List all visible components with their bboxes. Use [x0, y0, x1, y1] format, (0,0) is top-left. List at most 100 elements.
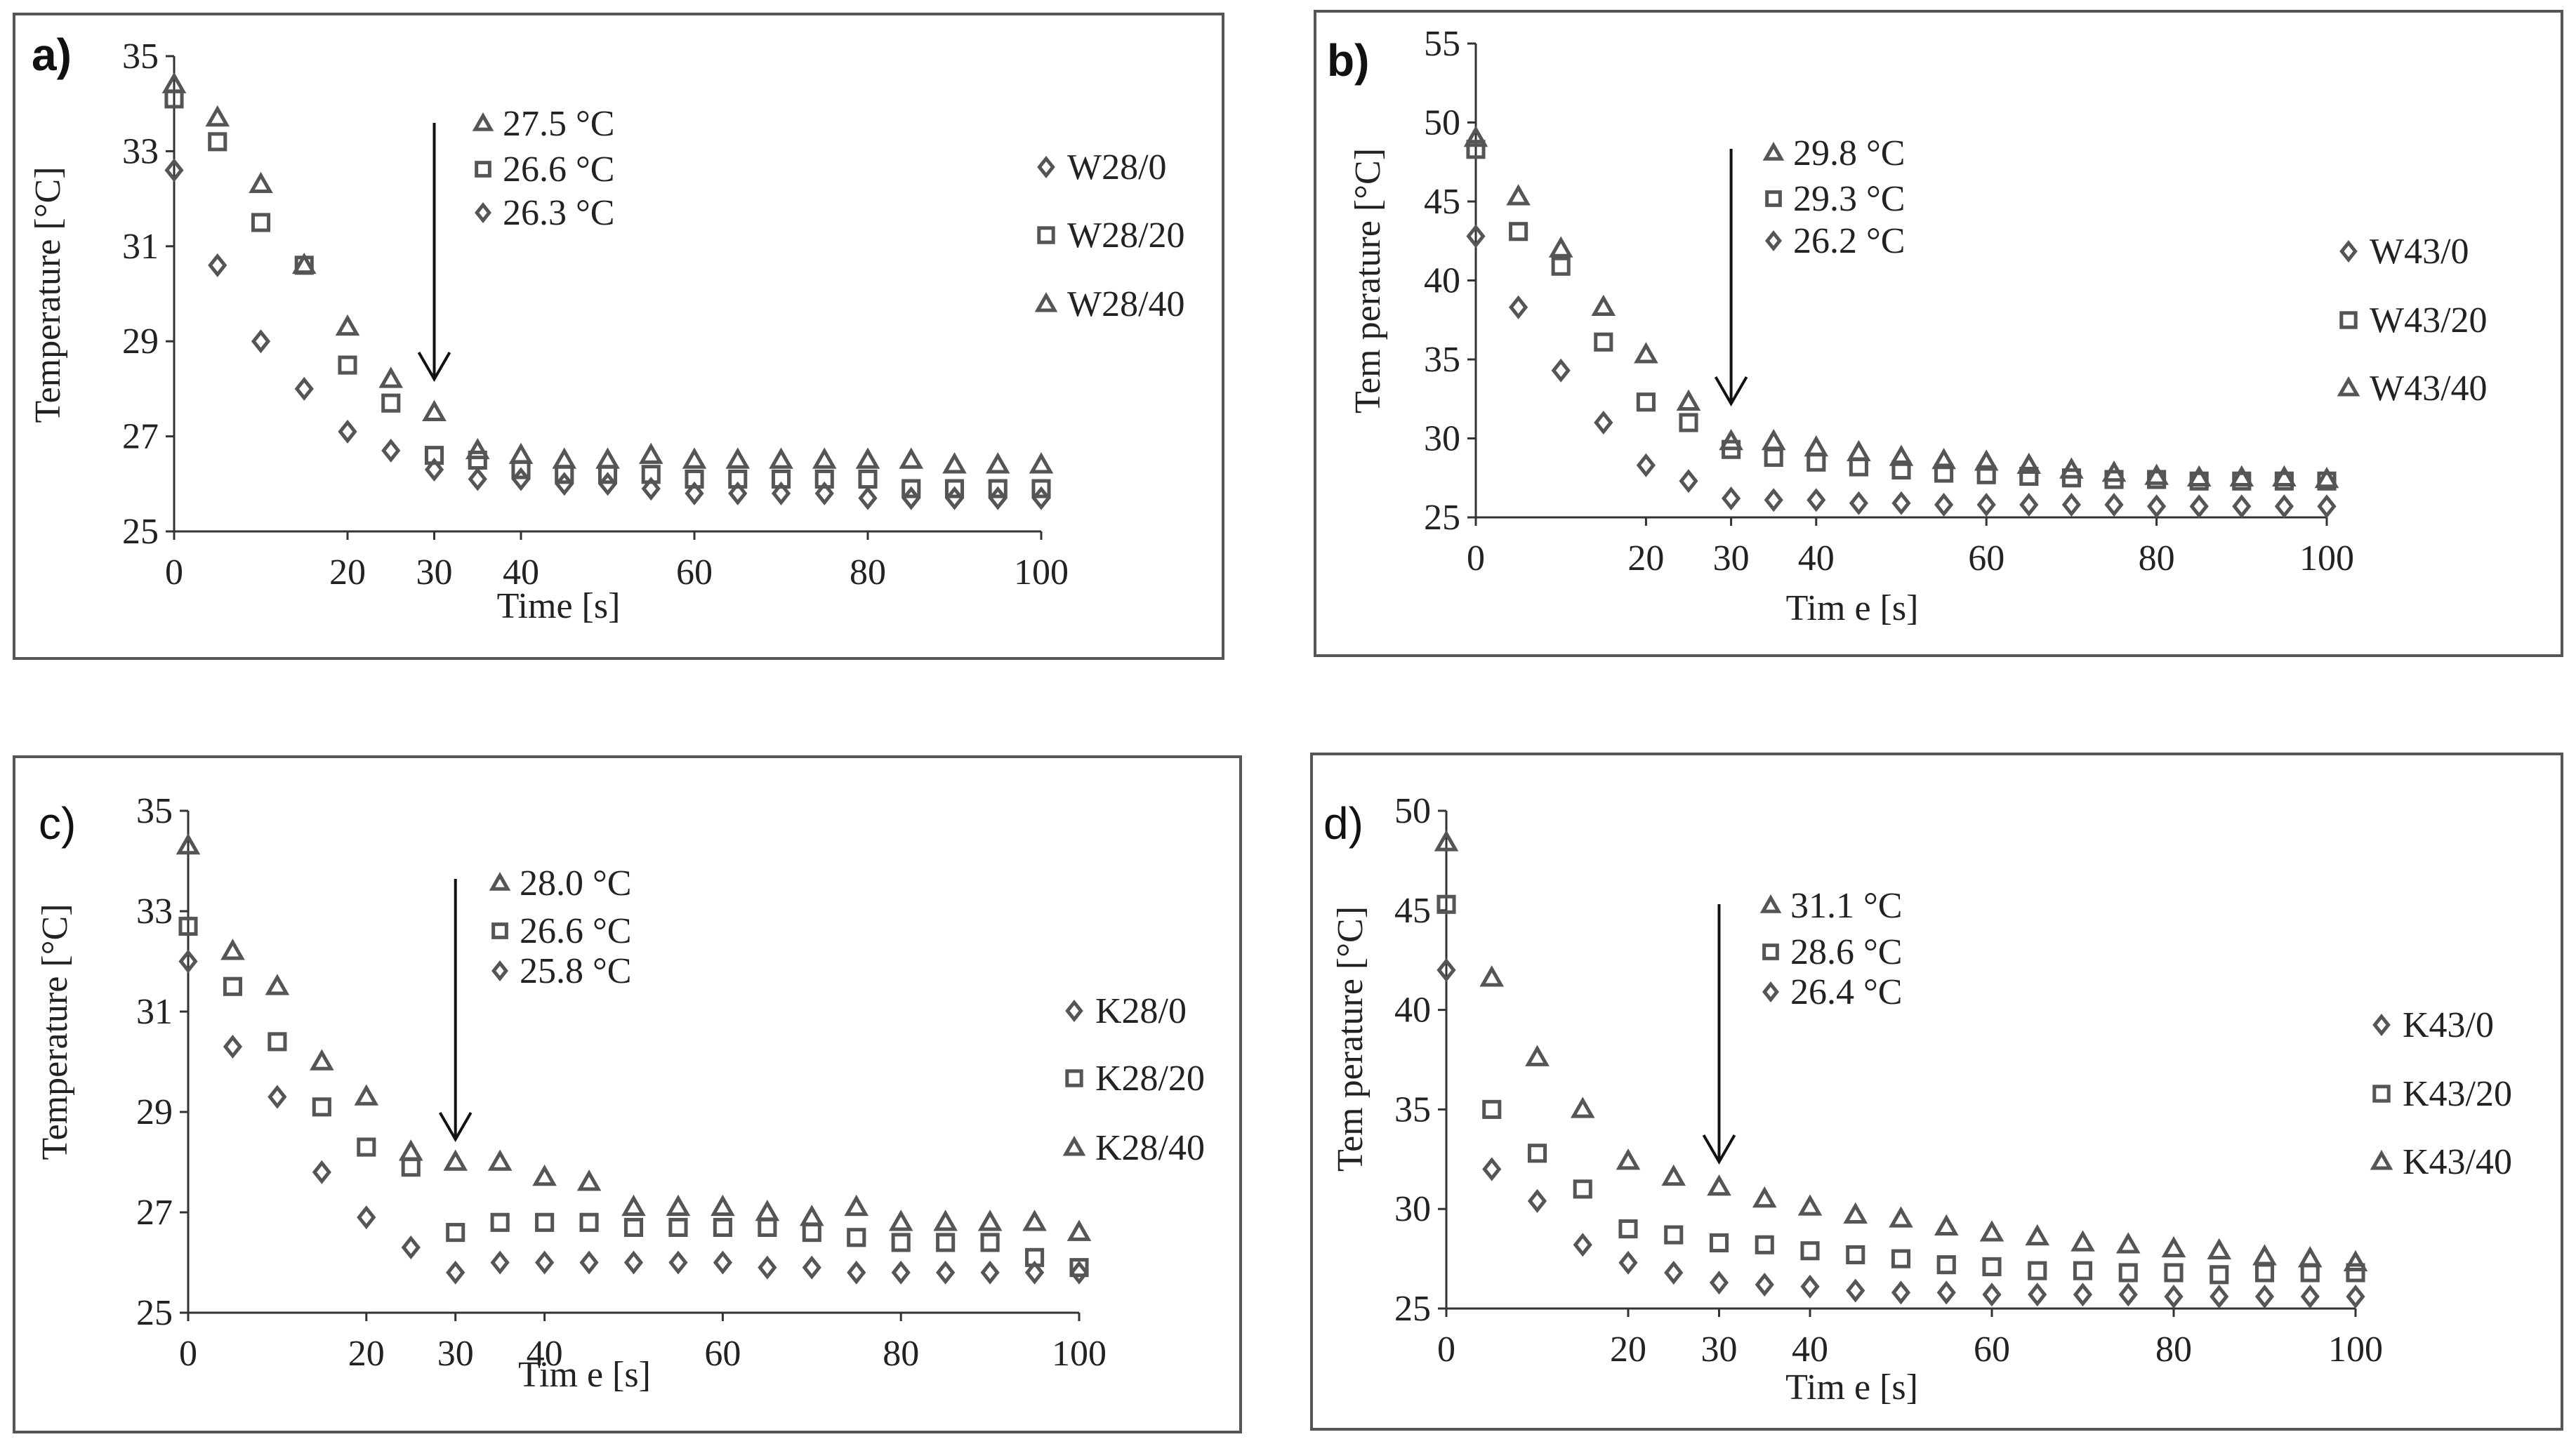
data-point: [891, 1260, 911, 1285]
annotation-text: 26.6 °C: [503, 150, 614, 190]
data-point: [378, 366, 404, 388]
data-point: [855, 447, 880, 469]
data-point: [381, 393, 401, 413]
data-point: [267, 1085, 287, 1109]
y-axis-title: Temperature [°C]: [28, 166, 68, 423]
data-point: [176, 833, 201, 855]
panel-a: a) 25 27 29 31 33 35 0 20 30 40 60 80 100 Time [s] Temp…: [28, 29, 1185, 626]
annotation-text: 28.6 °C: [1790, 932, 1902, 972]
legend-label: K28/20: [1095, 1059, 1205, 1099]
annotation-marker: [1764, 230, 1783, 252]
y-tick-label: 40: [1394, 991, 1431, 1031]
data-point: [381, 438, 401, 463]
data-point: [1482, 1157, 1502, 1181]
data-point: [1761, 428, 1786, 451]
y-tick-label: 45: [1394, 891, 1431, 931]
y-axis-title: Tem perature [°C]: [1330, 906, 1370, 1172]
data-point: [2016, 452, 2042, 474]
data-point: [535, 1212, 555, 1232]
annotation-text: 29.3 °C: [1793, 179, 1905, 219]
data-point: [1934, 463, 1954, 483]
data-point: [1936, 1280, 1956, 1305]
data-point: [291, 252, 317, 274]
data-point: [1764, 447, 1783, 468]
data-point: [1573, 1233, 1592, 1257]
data-point: [312, 1160, 331, 1184]
data-point: [668, 1217, 688, 1238]
data-point: [621, 1194, 646, 1217]
panel-label: c): [39, 798, 76, 849]
data-point: [465, 437, 490, 460]
x-tick-label: 30: [416, 552, 453, 592]
y-tick-label: 27: [122, 417, 159, 457]
data-point: [1721, 486, 1741, 511]
data-point: [666, 1194, 691, 1217]
data-point: [576, 1170, 602, 1191]
data-point: [422, 399, 447, 421]
annotation-marker: [489, 871, 511, 891]
data-point: [2274, 494, 2294, 519]
annotation-text: 28.0 °C: [520, 863, 631, 903]
data-point: [713, 1217, 732, 1238]
annotation-text: 26.4 °C: [1790, 972, 1902, 1012]
data-point: [725, 447, 751, 469]
x-tick-label: 40: [1798, 538, 1835, 578]
data-point: [1506, 184, 1531, 206]
data-point: [208, 132, 227, 152]
data-point: [814, 481, 834, 505]
data-point: [1664, 1225, 1684, 1245]
data-point: [2346, 1284, 2365, 1309]
x-tick-label: 20: [1627, 538, 1664, 578]
arrow-head: [1714, 376, 1748, 406]
legend-label: W28/40: [1067, 284, 1185, 324]
data-point: [401, 1236, 421, 1260]
data-point: [977, 1210, 1003, 1231]
x-tick-label: 60: [1968, 538, 2004, 578]
y-tick-label: 35: [122, 37, 159, 77]
x-tick-label: 100: [2328, 1330, 2383, 1370]
data-point: [1709, 1233, 1729, 1252]
data-point: [758, 1255, 777, 1280]
legend-marker: [2372, 1013, 2391, 1037]
annotation-marker: [1759, 894, 1782, 913]
data-point: [668, 1250, 688, 1275]
data-point: [2061, 492, 2082, 517]
x-tick-label: 30: [1713, 538, 1750, 578]
data-point: [468, 450, 487, 470]
data-point: [267, 1032, 287, 1052]
legend-marker: [1037, 226, 1055, 244]
data-point: [1806, 488, 1826, 512]
data-point: [1548, 236, 1573, 258]
data-point: [2028, 1283, 2047, 1307]
data-point: [711, 1194, 735, 1217]
data-point: [1849, 491, 1869, 515]
data-point: [1676, 389, 1701, 411]
x-tick-label: 0: [1467, 538, 1485, 578]
data-point: [1066, 1219, 1092, 1241]
data-point: [2300, 1284, 2320, 1309]
y-tick-label: 29: [122, 322, 159, 362]
data-point: [446, 1260, 465, 1285]
data-point: [1719, 428, 1743, 451]
x-tick-label: 100: [2299, 538, 2354, 578]
data-point: [2019, 492, 2039, 517]
data-point: [357, 1137, 376, 1157]
data-point: [638, 442, 663, 464]
data-point: [713, 1250, 733, 1275]
annotation-text: 31.1 °C: [1790, 886, 1902, 926]
data-point: [1976, 465, 1996, 484]
data-point: [552, 447, 577, 469]
data-point: [1800, 1274, 1820, 1299]
data-point: [2254, 1263, 2275, 1283]
data-point: [2073, 1261, 2093, 1280]
data-point: [2189, 494, 2209, 519]
legend-label: K43/20: [2403, 1074, 2512, 1114]
data-point: [858, 486, 878, 510]
y-tick-label: 40: [1424, 261, 1460, 301]
y-tick-label: 25: [122, 512, 159, 552]
data-point: [771, 469, 791, 489]
x-tick-label: 60: [1974, 1330, 2010, 1370]
data-point: [1891, 460, 1911, 480]
panel-c: c) 25 27 29 31 33 35 0 20 30 40 60 80 100 Tim e [s] Tem…: [35, 791, 1205, 1395]
data-point: [1755, 1235, 1774, 1254]
